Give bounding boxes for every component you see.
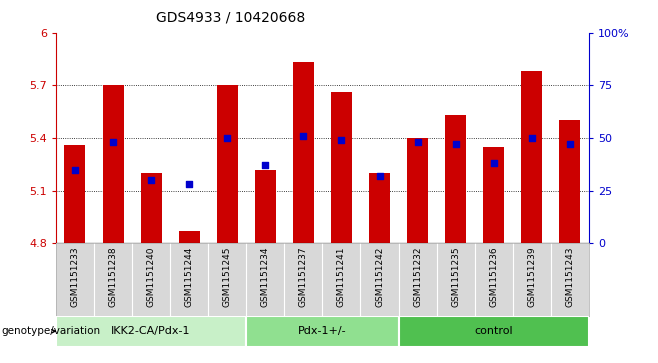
Point: [413, 139, 423, 145]
Text: GSM1151242: GSM1151242: [375, 247, 384, 307]
Bar: [216, 85, 238, 243]
Point: [146, 177, 157, 183]
Bar: [559, 121, 580, 243]
Bar: [483, 147, 504, 243]
Bar: [369, 173, 390, 243]
Point: [374, 173, 385, 179]
Text: GSM1151235: GSM1151235: [451, 247, 460, 307]
Point: [260, 162, 270, 168]
Bar: [141, 173, 162, 243]
Text: GSM1151240: GSM1151240: [147, 247, 155, 307]
Point: [298, 133, 309, 139]
Bar: [64, 145, 86, 243]
Point: [488, 160, 499, 166]
Text: genotype/variation: genotype/variation: [1, 326, 101, 336]
Bar: [179, 231, 199, 243]
Text: Pdx-1+/-: Pdx-1+/-: [298, 326, 347, 336]
Point: [108, 139, 118, 145]
Point: [222, 135, 232, 141]
Text: GSM1151232: GSM1151232: [413, 247, 422, 307]
Point: [526, 135, 537, 141]
Text: GSM1151233: GSM1151233: [70, 247, 80, 307]
Text: GSM1151237: GSM1151237: [299, 247, 308, 307]
Text: control: control: [474, 326, 513, 336]
FancyBboxPatch shape: [399, 316, 589, 347]
Text: GSM1151236: GSM1151236: [490, 247, 498, 307]
Text: GSM1151243: GSM1151243: [565, 247, 574, 307]
Text: GSM1151241: GSM1151241: [337, 247, 346, 307]
Point: [450, 141, 461, 147]
Bar: [255, 170, 276, 243]
Bar: [293, 62, 314, 243]
Bar: [103, 85, 124, 243]
FancyBboxPatch shape: [246, 316, 399, 347]
Text: GSM1151244: GSM1151244: [185, 247, 193, 307]
Bar: [331, 92, 352, 243]
Text: GSM1151234: GSM1151234: [261, 247, 270, 307]
Point: [565, 141, 575, 147]
Bar: [521, 71, 542, 243]
Point: [184, 182, 195, 187]
Text: GSM1151238: GSM1151238: [109, 247, 118, 307]
Text: GSM1151245: GSM1151245: [223, 247, 232, 307]
Point: [70, 167, 80, 172]
Text: GDS4933 / 10420668: GDS4933 / 10420668: [156, 11, 305, 25]
FancyBboxPatch shape: [56, 316, 246, 347]
Text: GSM1151239: GSM1151239: [527, 247, 536, 307]
Text: IKK2-CA/Pdx-1: IKK2-CA/Pdx-1: [111, 326, 191, 336]
Bar: [445, 115, 466, 243]
Point: [336, 137, 347, 143]
Bar: [407, 138, 428, 243]
